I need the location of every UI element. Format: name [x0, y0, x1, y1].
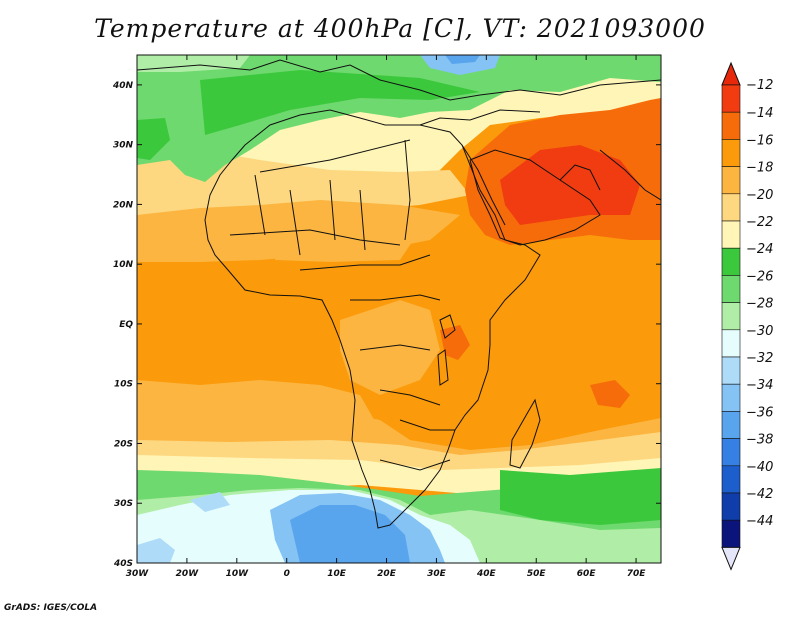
lon-tick-label: 20E — [377, 569, 397, 579]
colorbar-level-label: −32 — [746, 351, 773, 366]
colorbar-segment — [721, 438, 741, 467]
colorbar-level-label: −22 — [746, 215, 773, 230]
lon-tick-label: 10W — [226, 569, 250, 579]
colorbar-level-label: −30 — [746, 324, 773, 339]
colorbar-level-label: −26 — [746, 269, 773, 284]
colorbar-segment — [721, 275, 741, 303]
colorbar-segment — [721, 411, 741, 439]
lat-tick-label: 30N — [113, 141, 134, 151]
colorbar-level-label: −40 — [746, 460, 773, 475]
lon-tick-label: 20W — [176, 569, 200, 579]
colorbar-bottom-arrow — [721, 546, 741, 571]
coastlines — [137, 59, 661, 529]
colorbar-level-label: −38 — [746, 433, 773, 448]
colorbar-top-arrow — [721, 61, 741, 86]
lon-tick-label: 50E — [527, 569, 547, 579]
credit-text: GrADS: IGES/COLA — [4, 603, 98, 613]
colorbar-level-label: −42 — [746, 487, 773, 502]
lon-tick-label: 60E — [577, 569, 597, 579]
map-title: Temperature at 400hPa [C], VT: 202109300… — [94, 14, 706, 43]
plot-frame — [136, 54, 662, 564]
colorbar-segment — [721, 193, 741, 222]
temperature-field — [137, 55, 661, 563]
colorbar-segment — [721, 247, 741, 276]
lat-tick-label: 20S — [114, 439, 133, 449]
lon-tick-label: 40E — [476, 569, 497, 579]
colorbar: −12 −14 −16 −18 −20 −22 −24 −26 −28 −30 −32 −34 −36 −… — [721, 61, 773, 571]
colorbar-level-label: −14 — [746, 106, 773, 121]
lat-tick-label: 20N — [113, 200, 134, 210]
colorbar-segment — [721, 111, 741, 140]
colorbar-segment — [721, 220, 741, 249]
colorbar-segment — [721, 166, 741, 195]
lat-tick-label: 10N — [113, 260, 134, 270]
lat-tick-label: 10S — [114, 380, 133, 390]
colorbar-level-label: −20 — [746, 188, 773, 203]
colorbar-segment — [721, 383, 741, 412]
colorbar-segment — [721, 492, 741, 521]
colorbar-segment — [721, 356, 741, 385]
colorbar-segment — [721, 84, 741, 113]
lon-tick-label: 30E — [427, 569, 447, 579]
colorbar-level-label: −36 — [746, 405, 773, 420]
colorbar-level-label: −12 — [746, 78, 773, 93]
lat-tick-label: EQ — [119, 320, 133, 330]
colorbar-level-label: −44 — [746, 514, 773, 529]
lon-tick-label: 30W — [126, 569, 150, 579]
axis-ticks: 30W 20W 10W 0 10E 20E 30E 40E 50E 60E 70E 40N 30N 20N… — [112, 55, 661, 579]
colorbar-segment — [721, 519, 741, 548]
colorbar-level-label: −18 — [746, 161, 773, 176]
colorbar-segment — [721, 139, 741, 167]
colorbar-segment — [721, 329, 741, 358]
colorbar-level-label: −34 — [746, 378, 773, 393]
colorbar-level-label: −28 — [746, 297, 773, 312]
colorbar-segment — [721, 302, 741, 331]
lon-tick-label: 70E — [627, 569, 647, 579]
colorbar-segment — [721, 465, 741, 494]
colorbar-level-label: −16 — [746, 133, 773, 148]
lat-tick-label: 40N — [112, 81, 134, 91]
lon-tick-label: 0 — [284, 569, 290, 579]
lat-tick-label: 40S — [113, 559, 133, 569]
colorbar-level-label: −24 — [746, 242, 773, 257]
lat-tick-label: 30S — [114, 499, 133, 509]
lon-tick-label: 10E — [327, 569, 347, 579]
